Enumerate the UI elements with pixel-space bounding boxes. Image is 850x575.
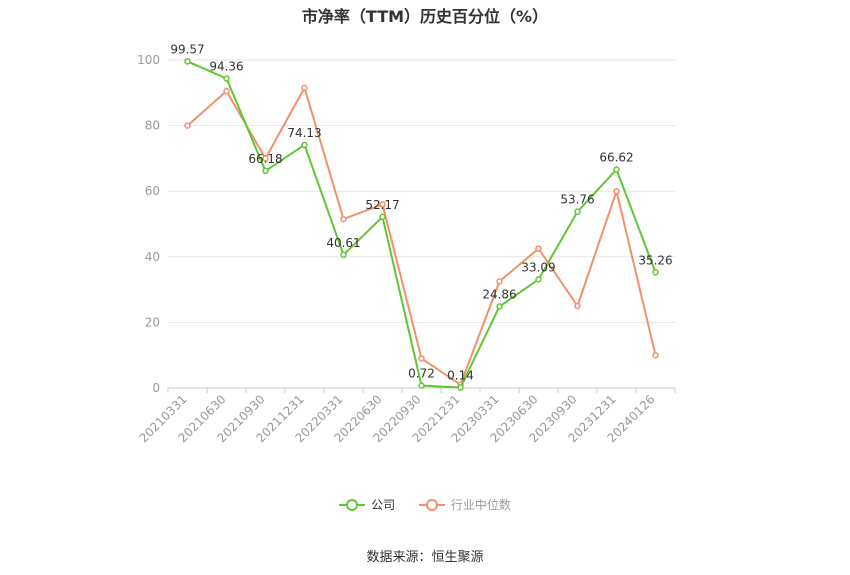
industry-median-point	[496, 278, 503, 285]
y-tick-label: 20	[145, 315, 160, 329]
company-point	[457, 384, 464, 391]
data-label: 66.62	[599, 150, 633, 164]
industry-median-point	[613, 187, 620, 195]
industry-median-point	[535, 245, 542, 252]
company-point	[418, 382, 425, 389]
line-chart: 0 20 40 60 80 100 202103312021063020210930202…	[137, 42, 676, 445]
y-tick-label: 40	[145, 250, 160, 264]
company-point	[340, 251, 347, 259]
industry-median-point	[184, 122, 191, 129]
chart-title: 市净率（TTM）历史百分位（%）	[301, 7, 549, 26]
legend-company-label: 公司	[371, 498, 396, 512]
y-tick-label: 0	[152, 381, 160, 395]
company-point	[574, 208, 581, 215]
series-industry-median	[184, 84, 659, 388]
y-tick-label: 80	[145, 119, 160, 133]
data-source: 数据来源：恒生聚源	[366, 550, 484, 565]
legend-item-industry-median[interactable]: 行业中位数	[418, 496, 511, 513]
company-point	[652, 269, 659, 276]
company-point	[535, 276, 542, 283]
data-labels: 99.57 94.36 66.18 74.13 40.61 52.17 0.72 0.14 24…	[170, 42, 672, 382]
industry-median-point	[340, 215, 347, 223]
data-label: 53.76	[560, 193, 594, 207]
data-label: 74.13	[287, 126, 321, 140]
company-point	[184, 58, 191, 65]
legend-item-company[interactable]: 公司	[339, 496, 395, 513]
company-point	[223, 75, 230, 82]
industry-median-point	[223, 87, 230, 95]
industry-median-line	[186, 86, 657, 386]
data-label: 0.14	[447, 369, 474, 383]
y-tick-label: 100	[137, 53, 160, 67]
industry-median-point	[652, 351, 659, 359]
legend-industry-marker-icon	[418, 498, 445, 511]
legend: 公司 行业中位数	[0, 496, 850, 513]
data-label: 66.18	[248, 152, 282, 166]
data-label: 40.61	[326, 236, 360, 250]
company-point	[262, 167, 269, 175]
data-label: 94.36	[209, 59, 243, 73]
data-label: 35.26	[638, 253, 672, 267]
company-point	[379, 213, 386, 221]
y-axis: 0 20 40 60 80 100	[137, 53, 160, 395]
series-company	[184, 58, 659, 391]
data-label: 33.09	[521, 260, 555, 274]
company-line	[187, 60, 657, 389]
y-tick-label: 60	[145, 184, 160, 198]
company-point	[496, 303, 503, 310]
data-label: 99.57	[170, 42, 204, 56]
company-point	[301, 141, 308, 149]
legend-company-marker-icon	[339, 498, 366, 511]
industry-median-point	[418, 355, 425, 362]
grid-lines	[168, 59, 675, 323]
industry-median-point	[301, 84, 308, 92]
company-point	[613, 166, 620, 173]
data-label: 24.86	[482, 287, 516, 301]
industry-median-point	[379, 201, 386, 208]
data-label: 0.72	[408, 367, 435, 381]
x-axis: 2021033120210630202109302021123120220331…	[137, 387, 676, 445]
industry-median-point	[262, 155, 269, 162]
data-label: 52.17	[365, 198, 399, 212]
industry-median-point	[574, 302, 581, 310]
legend-industry-label: 行业中位数	[450, 498, 511, 512]
